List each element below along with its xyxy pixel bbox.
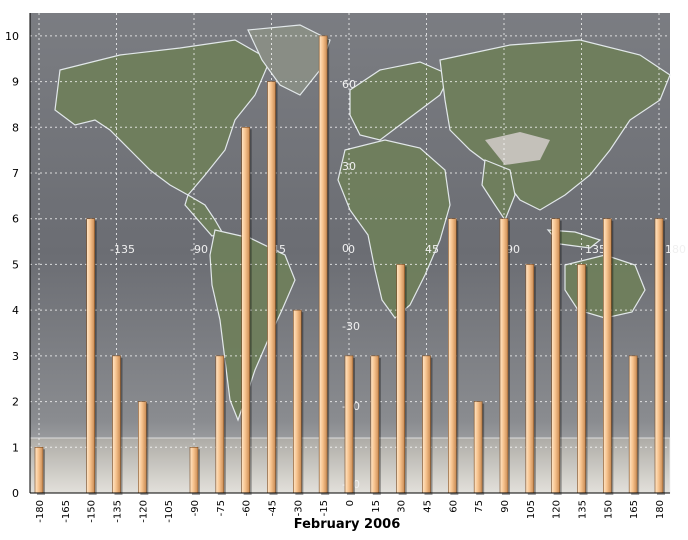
y-tick-label: 2	[12, 396, 19, 409]
x-tick-label: 60	[448, 500, 459, 513]
y-tick-label: 0	[12, 487, 19, 500]
x-tick-label: 15	[371, 500, 382, 513]
x-tick-label: -105	[164, 500, 175, 523]
greenland	[247, 24, 331, 96]
bar	[293, 309, 302, 494]
y-tick-label: 1	[12, 441, 19, 454]
bar	[551, 218, 560, 494]
y-axis: 0 1 2 3 4 5 6 7 8 9 10	[5, 13, 31, 500]
north-america	[54, 39, 271, 196]
x-tick-label: -30	[293, 500, 304, 516]
y-tick-label: 7	[12, 167, 19, 180]
x-tick-label: -165	[61, 500, 72, 523]
bars	[34, 35, 665, 496]
map-longitude-label: 135	[585, 243, 606, 256]
bar	[473, 401, 483, 494]
x-tick-label: -15	[319, 500, 330, 516]
bar	[241, 126, 250, 494]
x-tick-label: 0	[345, 500, 356, 506]
bar	[525, 264, 535, 494]
x-tick-label: 45	[423, 500, 434, 513]
bar	[112, 355, 121, 494]
x-tick-label: 180	[655, 500, 666, 519]
x-tick-label: -75	[216, 500, 227, 516]
y-tick-label: 5	[12, 258, 19, 271]
bar	[422, 355, 431, 494]
map-longitude-label: 0	[348, 243, 355, 256]
bar	[577, 264, 586, 494]
x-tick-label: 90	[500, 500, 511, 513]
x-tick-label: 30	[397, 500, 408, 513]
y-tick-label: 9	[12, 76, 19, 89]
y-tick-label: 4	[12, 304, 19, 317]
y-tick-label: 3	[12, 350, 19, 363]
x-tick-label: 165	[629, 500, 640, 519]
x-tick-label: -150	[87, 500, 98, 523]
bar	[215, 355, 225, 494]
x-tick-label: 150	[603, 500, 614, 519]
x-tick-label: 75	[474, 500, 485, 513]
map-latitude-label: 0	[342, 242, 349, 255]
map-longitude-label: 180	[665, 243, 686, 256]
map-longitude-label: -90	[190, 243, 208, 256]
bar	[628, 355, 638, 494]
bar	[499, 218, 509, 494]
x-tick-label: -135	[113, 500, 124, 523]
map-longitude-label: 90	[506, 243, 520, 256]
y-tick-label: 8	[12, 121, 19, 134]
y-tick-label: 6	[12, 213, 19, 226]
x-tick-label: -180	[35, 500, 46, 523]
bar	[344, 355, 354, 494]
bar	[396, 264, 405, 494]
tibet-plateau	[485, 132, 550, 165]
bar	[318, 35, 328, 494]
bar	[86, 218, 95, 494]
x-tick-label: 135	[578, 500, 589, 519]
x-tick-label: 120	[552, 500, 563, 519]
x-tick-label: -45	[268, 500, 279, 516]
x-tick-label: -90	[190, 500, 201, 516]
y-tick-label: 10	[5, 30, 19, 43]
x-axis-title: February 2006	[294, 517, 401, 532]
x-tick-label: 105	[526, 500, 537, 519]
map-latitude-label: -30	[342, 320, 360, 333]
bar	[138, 401, 147, 494]
map-latitude-label: 30	[342, 160, 356, 173]
x-axis: -180 -165 -150 -135 -120 -105 -90 -75 -60 -45 -30-…	[30, 492, 670, 523]
x-tick-label: -60	[242, 500, 253, 516]
x-tick-label: -120	[138, 500, 149, 523]
bar	[267, 81, 276, 494]
bar	[603, 218, 612, 494]
bar	[448, 218, 457, 494]
map-longitude-label: -135	[110, 243, 135, 256]
bar	[34, 446, 44, 494]
bar	[654, 218, 664, 494]
bar	[189, 446, 199, 494]
map-longitude-label: 45	[425, 243, 439, 256]
bar	[370, 355, 380, 494]
